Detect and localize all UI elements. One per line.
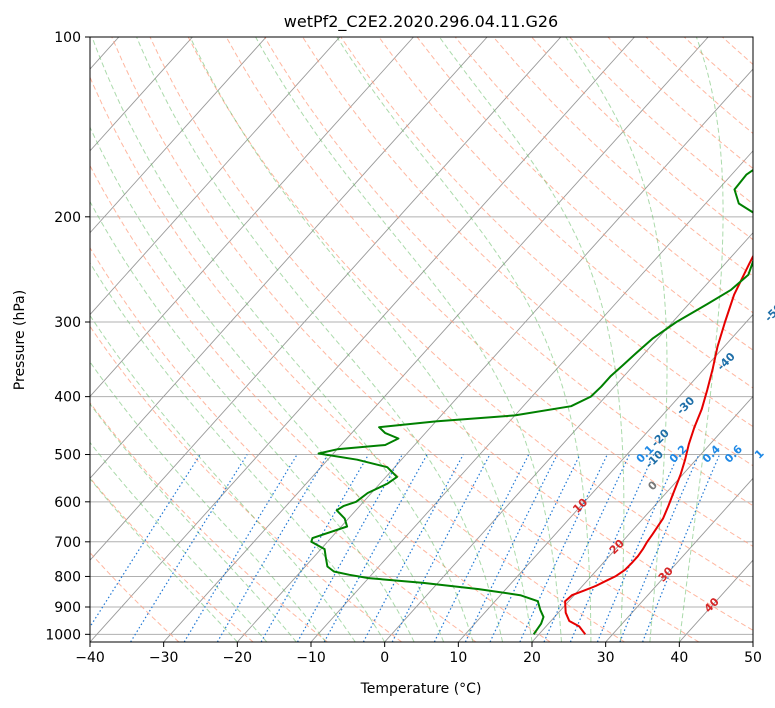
isotherm-line bbox=[384, 232, 753, 642]
y-tick-label: 100 bbox=[54, 30, 81, 46]
x-tick-label: 0 bbox=[380, 650, 389, 666]
profile-lines bbox=[310, 168, 753, 635]
isotherm-line bbox=[90, 37, 341, 316]
isotherm-line bbox=[90, 37, 562, 561]
moist-adiabat-line bbox=[136, 37, 503, 642]
dry-adiabat-line bbox=[340, 37, 753, 428]
dry-adiabat-line bbox=[90, 477, 254, 642]
x-tick-label: 50 bbox=[744, 650, 762, 666]
isotherm-line bbox=[310, 150, 753, 642]
moist-adiabat-line bbox=[90, 477, 238, 642]
y-tick-label: 800 bbox=[54, 569, 81, 585]
dewpoint-profile-line bbox=[310, 168, 753, 635]
moist-adiabat-line bbox=[90, 126, 445, 642]
moist-adiabat-line bbox=[336, 37, 592, 642]
moist-adiabat-line bbox=[438, 37, 625, 642]
moist-adiabat-line bbox=[91, 37, 474, 642]
moist-adiabat-line bbox=[90, 314, 356, 642]
mixing-ratio-line bbox=[642, 454, 721, 642]
background-lines bbox=[90, 37, 753, 642]
dry-adiabat-line bbox=[187, 37, 753, 589]
y-tick-label: 200 bbox=[54, 210, 81, 226]
isotherm-line bbox=[90, 37, 267, 234]
y-tick-label: 700 bbox=[54, 535, 81, 551]
isotherm-line bbox=[605, 477, 753, 642]
y-tick-label: 1000 bbox=[45, 627, 81, 643]
dry-adiabat-line bbox=[264, 37, 753, 507]
mixing-ratio-line bbox=[596, 454, 679, 642]
dry-adiabat-line bbox=[416, 37, 753, 351]
y-tick-label: 900 bbox=[54, 600, 81, 616]
mixing-ratio-line bbox=[90, 454, 201, 629]
y-axis-label: Pressure (hPa) bbox=[12, 290, 28, 390]
mixing-ratio-line bbox=[362, 454, 464, 642]
mixing-ratio-line bbox=[183, 454, 298, 642]
x-tick-label: 10 bbox=[449, 650, 467, 666]
dry-adiabat-line bbox=[225, 37, 753, 547]
x-tick-label: 20 bbox=[523, 650, 541, 666]
dry-adiabat-line bbox=[454, 37, 753, 314]
x-tick-label: −10 bbox=[296, 650, 326, 666]
y-tick-label: 600 bbox=[54, 495, 81, 511]
mixing-ratio-line bbox=[260, 454, 370, 642]
y-tick-label: 500 bbox=[54, 448, 81, 464]
y-tick-label: 400 bbox=[54, 390, 81, 406]
isotherm-line bbox=[236, 68, 753, 642]
mixing-ratio-line bbox=[619, 454, 700, 642]
x-axis-label: Temperature (°C) bbox=[360, 681, 482, 697]
moist-adiabat-line bbox=[565, 37, 668, 642]
x-tick-label: −20 bbox=[223, 650, 253, 666]
chart-title: wetPf2_C2E2.2020.296.04.11.G26 bbox=[284, 12, 558, 32]
mixing-ratio-line bbox=[543, 454, 630, 642]
dry-adiabat-line bbox=[90, 75, 625, 642]
isotherm-line bbox=[163, 37, 709, 642]
mixing-ratio-line bbox=[569, 454, 655, 642]
moist-adiabat-line bbox=[255, 37, 562, 642]
mixing-ratio-line bbox=[216, 454, 329, 642]
isotherm-line bbox=[90, 37, 193, 152]
dry-adiabat-line bbox=[90, 402, 328, 642]
mixing-ratio-line bbox=[489, 454, 581, 642]
mixing-ratio-line bbox=[296, 454, 403, 642]
isotherm-line bbox=[531, 395, 753, 642]
x-tick-label: −30 bbox=[149, 650, 179, 666]
isotherm-line bbox=[457, 313, 753, 642]
axes: −40 −30 −20 −10 0 10 20 30 40 50 100 200 300 400 500 60… bbox=[45, 30, 762, 666]
plot-frame bbox=[89, 36, 754, 643]
mixing-ratio-line bbox=[519, 454, 608, 642]
dry-adiabat-line bbox=[149, 37, 753, 631]
moist-adiabat-line bbox=[90, 261, 386, 642]
moist-adiabat-line bbox=[189, 37, 533, 642]
x-tick-label: −40 bbox=[75, 650, 105, 666]
y-tick-label: 300 bbox=[54, 315, 81, 331]
x-tick-label: 40 bbox=[670, 650, 688, 666]
isotherm-line bbox=[90, 37, 635, 642]
moist-adiabat-line bbox=[90, 402, 297, 642]
temperature-profile-line bbox=[564, 254, 753, 635]
isotherm-line bbox=[90, 37, 488, 479]
dry-adiabat-line bbox=[90, 164, 551, 642]
moist-adiabat-line bbox=[678, 37, 724, 642]
x-tick-label: 30 bbox=[597, 650, 615, 666]
dry-adiabat-line bbox=[111, 37, 700, 642]
moist-adiabat-line bbox=[90, 441, 268, 642]
moist-adiabat-line bbox=[90, 200, 415, 642]
